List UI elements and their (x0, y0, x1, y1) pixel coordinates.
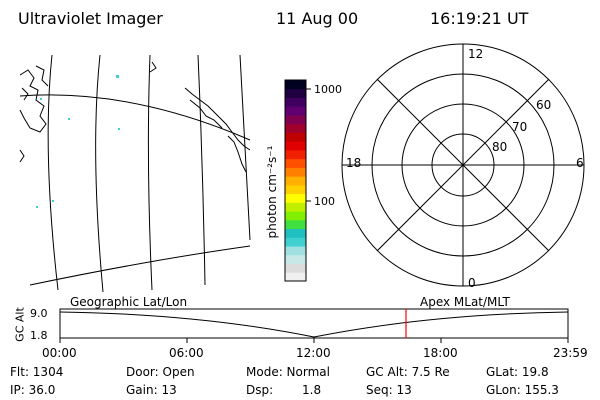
flight-number: Flt: 1304 (10, 365, 64, 379)
colorbar-tick-label: 100 (314, 195, 335, 208)
emission-speck (36, 206, 38, 208)
mode-status: Mode: Normal (246, 365, 330, 379)
alt-tick-label: 9.0 (30, 307, 48, 320)
coastline (184, 87, 251, 151)
coastline (149, 61, 157, 73)
colorbar-segment (285, 263, 306, 273)
gain-value: Gain: 13 (126, 383, 177, 397)
geographic-longitude: GLon: 155.3 (486, 383, 559, 397)
coastline (35, 65, 49, 87)
time-tick-label: 23:59 (553, 346, 588, 360)
colorbar-segment (285, 158, 306, 168)
colorbar-segment (285, 219, 306, 230)
colorbar-segment (285, 141, 306, 151)
colorbar-segment (285, 97, 306, 107)
gc-altitude: GC Alt: 7.5 Re (366, 365, 450, 379)
mlat-label-60: 60 (536, 98, 552, 112)
colorbar-segment (285, 132, 306, 142)
time-tick-label: 12:00 (296, 346, 331, 360)
colorbar-segment (285, 80, 306, 90)
colorbar-segment (285, 176, 306, 186)
door-status: Door: Open (126, 365, 195, 379)
coastline (189, 99, 223, 129)
meridian-line (197, 54, 206, 286)
latitude-arc (29, 245, 251, 286)
apex-mlat-mlt-label: Apex MLat/MLT (420, 295, 510, 309)
emission-speck (68, 118, 70, 120)
emission-speck (40, 98, 42, 100)
time-tick-label: 00:00 (42, 346, 77, 360)
mlt-label-12: 12 (468, 47, 484, 61)
sequence-number: Seq: 13 (366, 383, 412, 397)
dsp-value: 1.8 (302, 383, 322, 397)
mlat-label-70: 70 (512, 120, 528, 134)
orbit-altitude-curve (59, 311, 569, 338)
alt-tick-label: 1.8 (30, 329, 48, 342)
colorbar-segment (285, 272, 306, 282)
colorbar-segment (285, 184, 306, 195)
colorbar-segment (285, 202, 306, 212)
colorbar-segment (285, 193, 306, 203)
mlt-label-0: 0 (468, 276, 476, 290)
emission-speck (118, 128, 120, 130)
timeline-frame (59, 308, 569, 339)
meridian-line (147, 54, 153, 291)
colorbar-segment (285, 106, 306, 116)
emission-speck (52, 200, 54, 202)
colorbar-segment (285, 228, 306, 238)
geographic-latitude: GLat: 19.8 (486, 365, 549, 379)
app-title: Ultraviolet Imager (18, 9, 163, 28)
mlat-label-80: 80 (492, 140, 508, 154)
colorbar-segment (285, 114, 306, 125)
coastline (19, 149, 25, 163)
meridian-line (47, 54, 59, 291)
meridian-line (95, 54, 104, 293)
colorbar-segment (285, 167, 306, 177)
colorbar-segment (285, 149, 306, 160)
colorbar-segment (285, 88, 306, 98)
ip-value: IP: 36.0 (10, 383, 56, 397)
date-label: 11 Aug 00 (276, 9, 359, 28)
emission-speck (116, 75, 119, 78)
colorbar-segment (285, 246, 306, 256)
colorbar-segment (285, 237, 306, 247)
colorbar-segment (285, 123, 306, 133)
geographic-latlon-label: Geographic Lat/Lon (70, 295, 188, 309)
coastline (21, 87, 29, 101)
colorbar-frame (284, 79, 307, 282)
colorbar-segment (285, 254, 306, 265)
colorbar-tick-label: 1000 (314, 83, 342, 96)
colorbar-segment (285, 211, 306, 221)
time-tick-label: 18:00 (423, 346, 458, 360)
meridian-line (239, 54, 251, 241)
coastline (227, 135, 247, 173)
latitude-arc (19, 94, 251, 141)
mlt-label-6: 6 (576, 156, 584, 170)
time-label: 16:19:21 UT (430, 9, 529, 28)
dsp-label: Dsp: (246, 383, 274, 397)
mlt-label-18: 18 (346, 156, 362, 170)
polar-axis (376, 78, 550, 252)
coastline (19, 69, 47, 133)
time-tick-label: 06:00 (169, 346, 204, 360)
